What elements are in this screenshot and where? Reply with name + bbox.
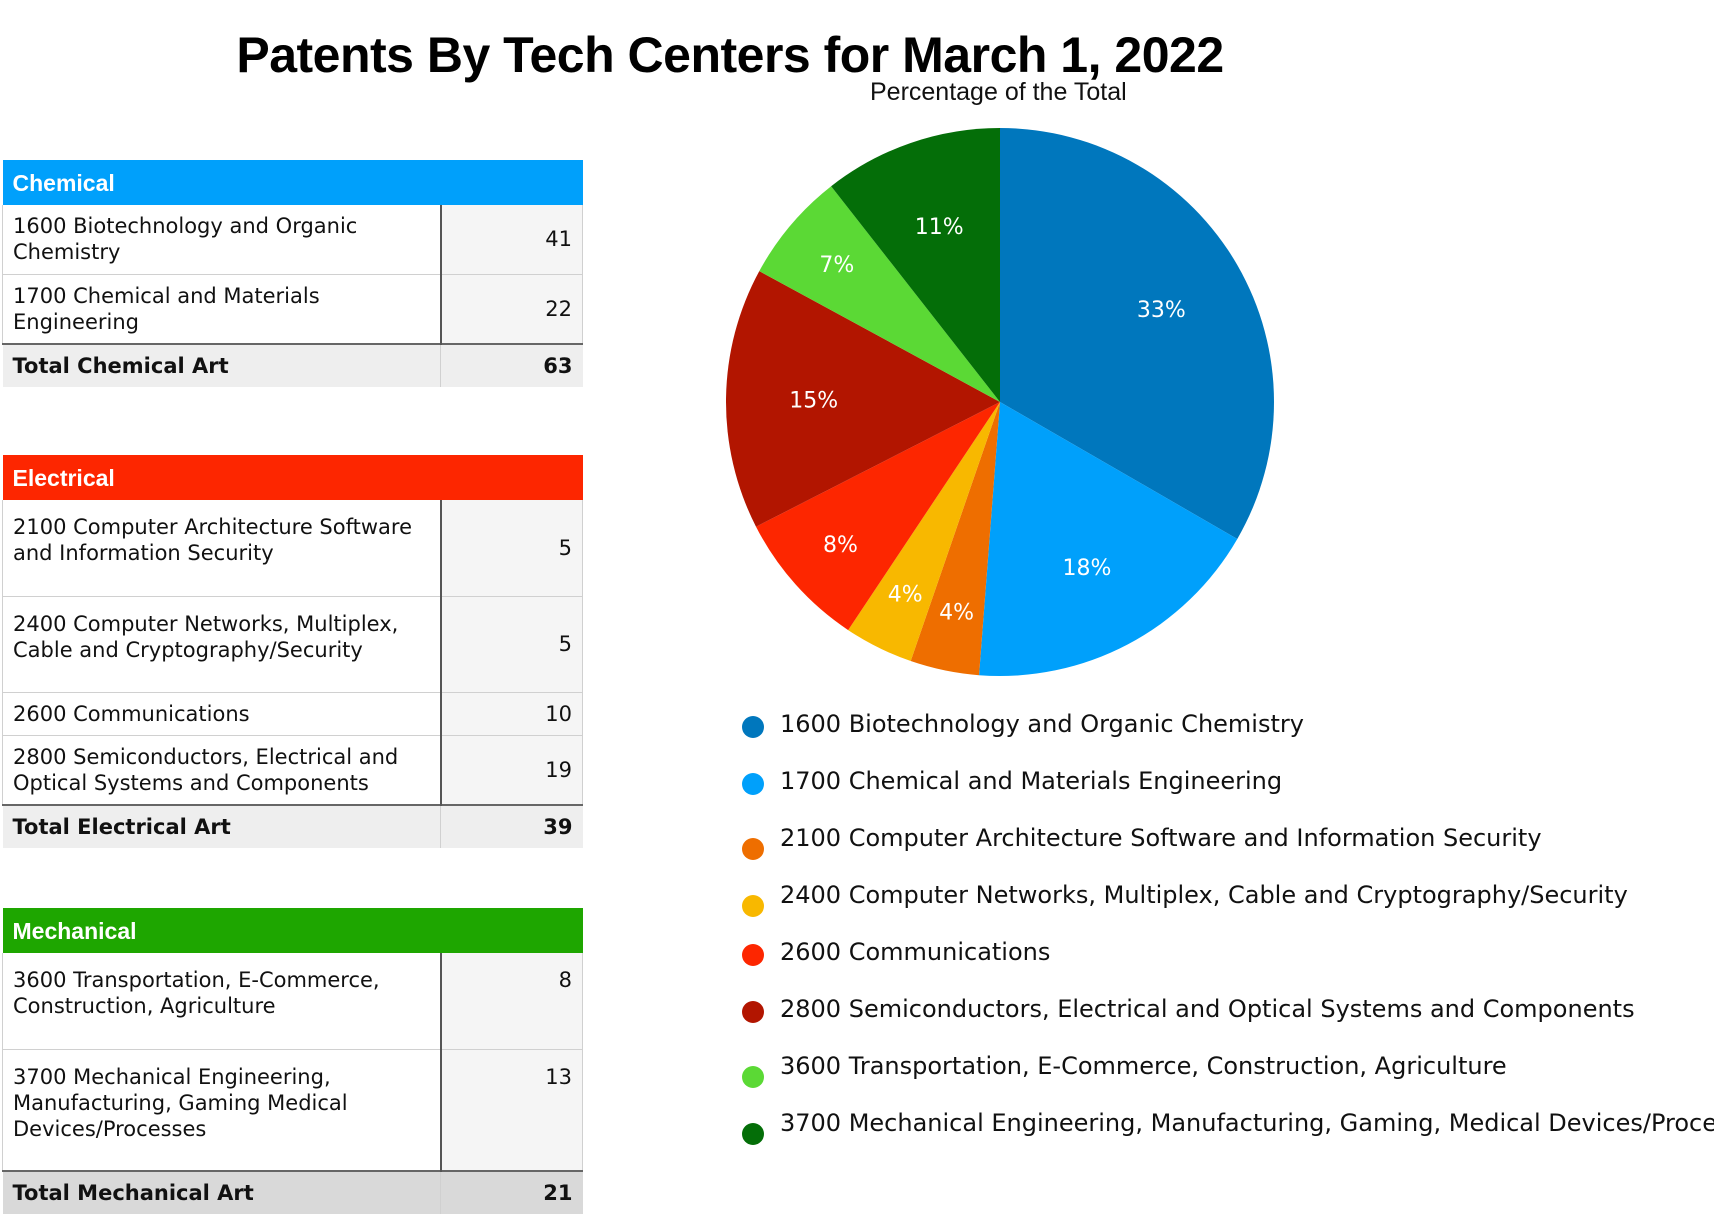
legend-label: 1700 Chemical and Materials Engineering [780, 767, 1283, 795]
mechanical-table: Mechanical 3600 Transportation, E-Commer… [2, 908, 583, 1214]
table-cell-name: 3600 Transportation, E-Commerce, Constru… [2, 953, 442, 1050]
table-total-label: Total Chemical Art [2, 343, 441, 387]
legend-label: 3700 Mechanical Engineering, Manufacturi… [780, 1109, 1714, 1137]
pie-data-label: 4% [939, 600, 974, 625]
table-row: 2600 Communications 10 [2, 692, 584, 736]
table-cell-value: 19 [440, 735, 584, 806]
table-total-value: 63 [439, 343, 583, 387]
legend-label: 1600 Biotechnology and Organic Chemistry [780, 710, 1304, 738]
table-cell-value: 10 [440, 692, 584, 736]
table-row: 2800 Semiconductors, Electrical and Opti… [2, 735, 584, 806]
pie-data-label: 11% [915, 215, 964, 240]
table-cell-value: 8 [440, 953, 583, 1050]
table-cell-value: 13 [440, 1049, 583, 1172]
legend-marker [742, 838, 764, 860]
pie-slice [831, 128, 1000, 402]
table-row: 3600 Transportation, E-Commerce, Constru… [2, 953, 583, 1050]
table-total-label: Total Mechanical Art [2, 1170, 441, 1214]
table-cell-name: 2100 Computer Architecture Software and … [2, 500, 442, 597]
legend-label: 2600 Communications [780, 938, 1051, 966]
table-total-row: Total Mechanical Art 21 [2, 1170, 583, 1214]
table-total-label: Total Electrical Art [2, 804, 441, 848]
pie-slice [910, 402, 1000, 676]
table-cell-name: 2800 Semiconductors, Electrical and Opti… [2, 735, 442, 806]
legend-marker [742, 773, 764, 795]
table-cell-name: 1600 Biotechnology and Organic Chemistry [2, 205, 442, 275]
chart-subtitle: Percentage of the Total [870, 78, 1127, 106]
pie-slice [848, 402, 1000, 662]
pie-chart: 33% 18% 4% 4% 8% 15% 7% 11% [726, 128, 1274, 676]
table-cell-value: 5 [440, 500, 584, 597]
table-total-value: 39 [439, 804, 583, 848]
table-cell-value: 41 [440, 205, 584, 275]
table-row: 1600 Biotechnology and Organic Chemistry… [2, 205, 584, 275]
table-header-row: Electrical [2, 455, 583, 500]
table-row: 1700 Chemical and Materials Engineering … [2, 274, 584, 345]
legend-marker [742, 944, 764, 966]
legend-marker [742, 716, 764, 738]
table-total-row: Total Electrical Art 39 [2, 804, 583, 848]
table-total-row: Total Chemical Art 63 [2, 343, 583, 387]
table-row: 3700 Mechanical Engineering, Manufacturi… [2, 1049, 583, 1172]
table-row: 2100 Computer Architecture Software and … [2, 500, 584, 597]
pie-data-label: 7% [819, 253, 854, 278]
table-cell-name: 1700 Chemical and Materials Engineering [2, 274, 442, 345]
pie-slice [759, 186, 1000, 402]
table-header: Mechanical [2, 908, 583, 953]
legend-marker [742, 1066, 764, 1088]
table-header-row: Chemical [2, 160, 583, 205]
pie-data-label: 18% [1062, 556, 1111, 581]
pie-data-label: 8% [823, 533, 858, 558]
table-header: Chemical [2, 160, 583, 205]
legend-label: 3600 Transportation, E-Commerce, Constru… [780, 1052, 1507, 1080]
pie-slice [756, 402, 1000, 631]
legend-label: 2100 Computer Architecture Software and … [780, 824, 1542, 852]
table-cell-name: 2600 Communications [2, 692, 442, 736]
pie-slice [1000, 128, 1274, 539]
chart-title: Patents By Tech Centers for March 1, 202… [236, 27, 1224, 83]
legend-marker [742, 1001, 764, 1023]
legend-label: 2400 Computer Networks, Multiplex, Cable… [780, 881, 1628, 909]
chemical-table: Chemical 1600 Biotechnology and Organic … [2, 160, 584, 387]
pie-data-label: 15% [789, 389, 838, 414]
table-total-value: 21 [440, 1170, 583, 1214]
table-header-row: Mechanical [2, 908, 583, 953]
table-cell-name: 2400 Computer Networks, Multiplex, Cable… [2, 596, 442, 693]
table-cell-value: 5 [440, 596, 584, 693]
legend-label: 2800 Semiconductors, Electrical and Opti… [780, 995, 1635, 1023]
table-cell-name: 3700 Mechanical Engineering, Manufacturi… [2, 1049, 442, 1172]
table-cell-value: 22 [440, 274, 584, 345]
table-row: 2400 Computer Networks, Multiplex, Cable… [2, 596, 584, 693]
electrical-table: Electrical 2100 Computer Architecture So… [2, 455, 584, 848]
legend-marker [742, 1123, 764, 1145]
pie-data-label: 4% [888, 583, 923, 608]
legend-marker [742, 895, 764, 917]
pie-slice [726, 271, 1000, 527]
pie-data-label: 33% [1137, 298, 1186, 323]
table-header: Electrical [2, 455, 583, 500]
pie-slice [979, 402, 1238, 676]
